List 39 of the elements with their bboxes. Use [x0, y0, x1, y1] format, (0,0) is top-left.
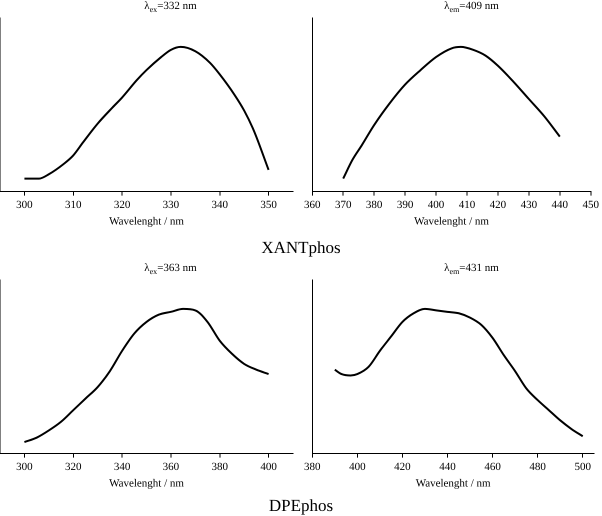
x-tick-label: 390	[396, 199, 414, 212]
x-tick-label: 410	[458, 199, 476, 212]
text: XANTphos	[260, 238, 342, 258]
x-tick-label: 360	[304, 199, 321, 212]
x-axis-title: Wavelenght / nm	[416, 477, 492, 490]
x-tick-label: 380	[304, 461, 321, 474]
x-tick-label: 300	[16, 461, 34, 474]
x-tick-label: 340	[212, 199, 228, 212]
text: DPEphos	[268, 496, 334, 516]
chart-title: λ$_{ex}$=332 nm	[143, 0, 198, 14]
x-tick-label: 400	[260, 461, 278, 474]
x-tick-label: 370	[334, 199, 352, 212]
x-tick-label: 420	[490, 199, 507, 212]
x-tick-label: 460	[484, 461, 502, 474]
x-tick-label: 340	[114, 461, 131, 474]
x-axis-title: Wavelenght / nm	[109, 215, 184, 228]
x-tick-label: 320	[65, 461, 82, 474]
chart-title: λ$_{em}$=431 nm	[443, 262, 500, 276]
chart-title: λ$_{em}$=409 nm	[443, 0, 500, 14]
chart-title: λ$_{ex}$=363 nm	[143, 262, 198, 276]
x-tick-label: 300	[16, 199, 34, 212]
x-axis-title: Wavelenght / nm	[414, 215, 490, 228]
x-tick-label: 430	[520, 199, 538, 212]
x-tick-label: 440	[552, 199, 569, 212]
x-tick-label: 450	[582, 199, 600, 212]
x-tick-label: 380	[366, 199, 383, 212]
x-tick-label: 400	[349, 461, 366, 474]
x-tick-label: 420	[394, 461, 412, 474]
x-tick-label: 320	[114, 199, 131, 212]
x-tick-label: 440	[439, 461, 456, 474]
x-axis-title: Wavelenght / nm	[109, 477, 184, 490]
x-tick-label: 310	[65, 199, 82, 212]
x-tick-label: 380	[212, 461, 228, 474]
x-tick-label: 400	[428, 199, 445, 212]
x-tick-label: 480	[529, 461, 546, 474]
x-tick-label: 330	[162, 199, 180, 212]
x-tick-label: 500	[574, 461, 592, 474]
x-tick-label: 350	[260, 199, 278, 212]
x-tick-label: 360	[162, 461, 180, 474]
